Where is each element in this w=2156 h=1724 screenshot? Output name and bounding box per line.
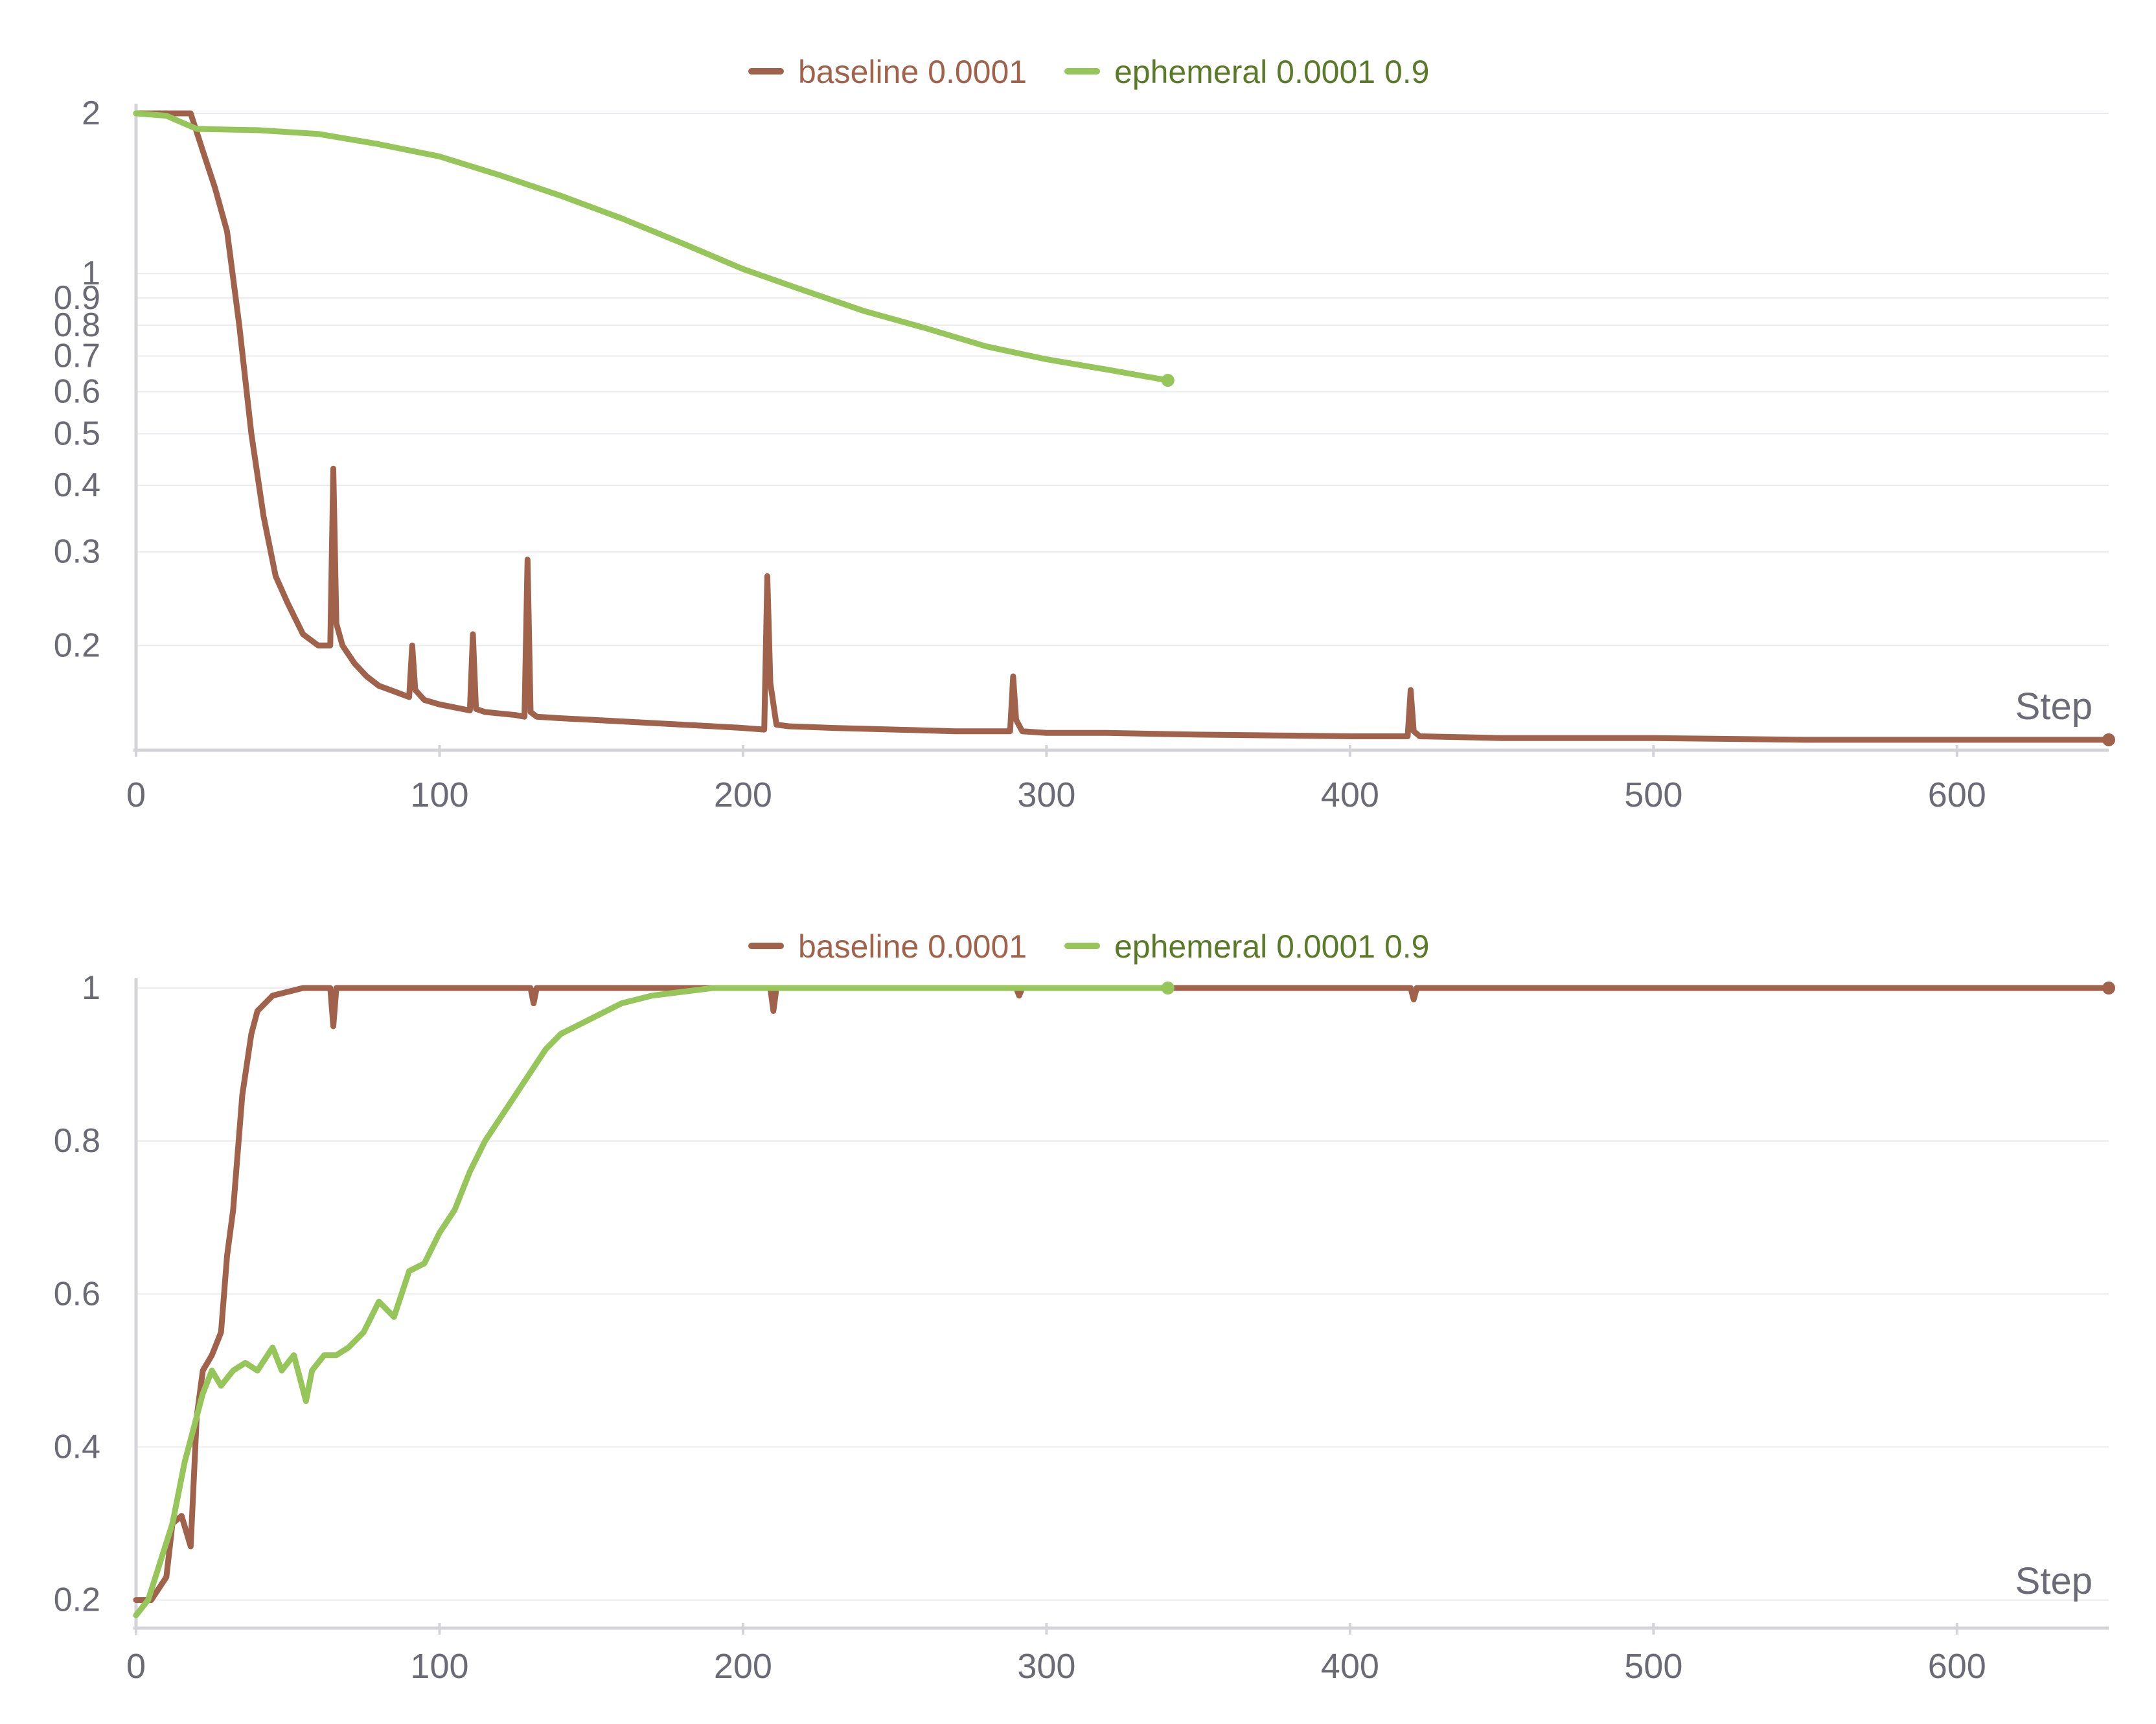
y-tick-label: 1: [82, 255, 100, 292]
x-tick-label: 500: [1624, 776, 1682, 814]
series-end-point: [1161, 982, 1175, 994]
legend-label: baseline 0.0001: [798, 54, 1027, 90]
series-line-ephemeral: [133, 110, 1171, 384]
x-axis-label: Step: [2015, 685, 2093, 728]
x-tick-label: 200: [714, 776, 772, 814]
x-tick-label: 500: [1624, 1647, 1682, 1686]
y-tick-label: 1: [82, 969, 100, 1007]
y-tick-label: 0.8: [54, 1122, 100, 1160]
y-tick-label: 0.3: [54, 533, 100, 571]
chart-panel-1: 2 10.90.80.70.6 0.5 0.4 0.3 0.2 0 100 200 300 400 5…: [54, 54, 2115, 814]
x-tick-label: 400: [1321, 776, 1379, 814]
x-tick-label: 400: [1321, 1647, 1379, 1686]
series-line-baseline: [133, 985, 2112, 1603]
x-tick-label: 0: [126, 776, 146, 814]
legend-label: ephemeral 0.0001 0.9: [1114, 54, 1429, 90]
x-tick-label: 0: [126, 1647, 146, 1686]
y-tick-label: 0.6: [54, 1275, 100, 1313]
y-tick-label: 0.2: [54, 626, 100, 664]
series-end-point: [1161, 374, 1175, 387]
series-line-ephemeral: [133, 985, 1171, 1618]
chart-legend: baseline 0.0001 ephemeral 0.0001 0.9: [748, 54, 1429, 90]
y-tick-label: 0.4: [54, 1428, 100, 1465]
series-line-baseline: [133, 110, 2112, 743]
chart-legend: baseline 0.0001 ephemeral 0.0001 0.9: [748, 928, 1429, 965]
x-tick-label: 300: [1017, 1647, 1075, 1686]
y-tick-label: 0.4: [54, 466, 100, 504]
x-tick-label: 100: [410, 1647, 468, 1686]
legend-label: baseline 0.0001: [798, 928, 1027, 965]
x-tick-label: 200: [714, 1647, 772, 1686]
y-tick-label: 0.2: [54, 1581, 100, 1619]
y-tick-label: 0.5: [54, 415, 100, 452]
y-tick-label: 0.6: [54, 373, 100, 410]
x-tick-label: 600: [1928, 1647, 1986, 1686]
y-tick-label: 0.7: [54, 337, 100, 374]
legend-label: ephemeral 0.0001 0.9: [1114, 928, 1429, 965]
y-tick-label: 0.9: [54, 279, 100, 317]
x-tick-label: 300: [1017, 776, 1075, 814]
x-tick-label: 600: [1928, 776, 1986, 814]
y-tick-label: 2: [82, 95, 100, 132]
x-axis-label: Step: [2015, 1560, 2093, 1602]
y-tick-label: 0.8: [54, 306, 100, 344]
chart-panel-2: 1 0.8 0.6 0.4 0.2 0 100 200 300 400 500 600 Step base…: [54, 928, 2115, 1686]
series-end-point: [2102, 982, 2115, 994]
x-tick-label: 100: [410, 776, 468, 814]
series-end-point: [2102, 733, 2115, 746]
